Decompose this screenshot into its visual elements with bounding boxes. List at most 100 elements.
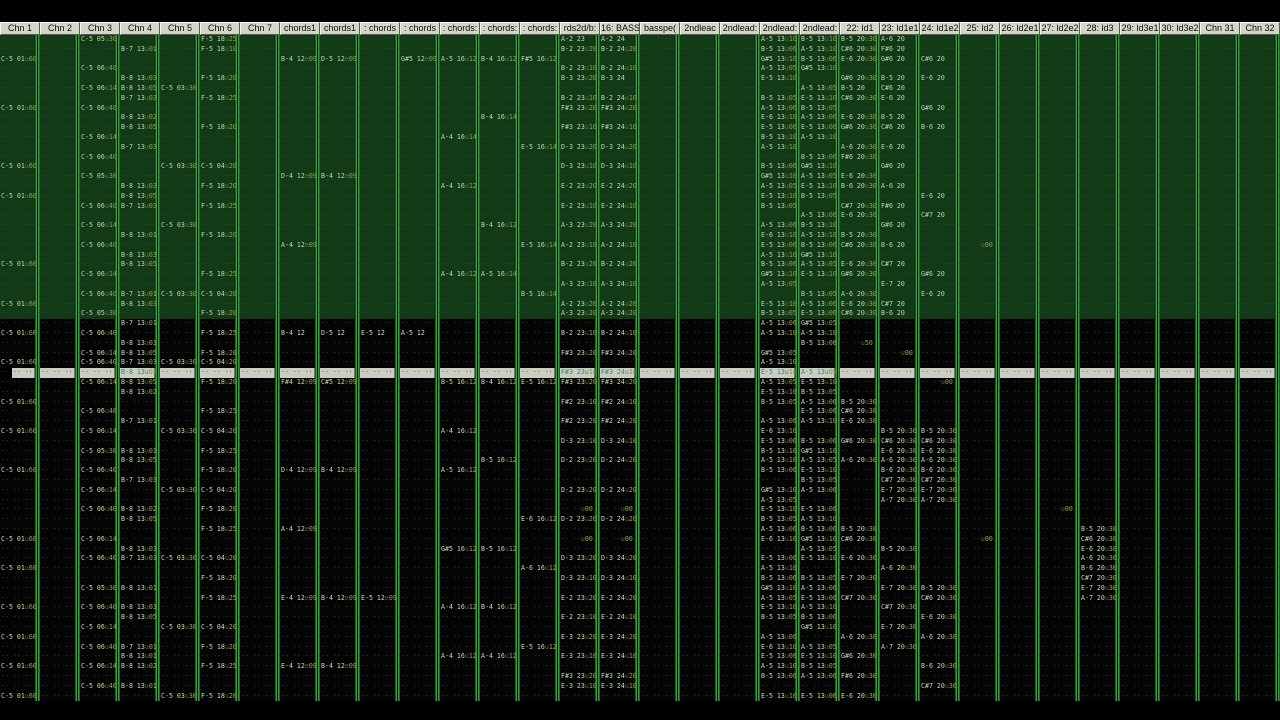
pattern-cell[interactable]: ·· ·· ·· ·· [800,564,840,574]
pattern-cell[interactable]: ·· ·· ·· ·· [1120,485,1160,496]
pattern-cell[interactable]: ·· ·· ·· ·· [320,505,360,516]
pattern-cell[interactable]: A-5 13u05 [760,495,800,506]
pattern-cell[interactable]: ·· ·· ·· ·· [0,348,40,359]
pattern-cell[interactable]: ·· ·· ·· ·· [1080,54,1120,65]
pattern-cell[interactable]: ·· ·· ·· ·· [640,270,680,280]
pattern-cell[interactable]: ·· ·· ·· ·· [1240,240,1280,251]
pattern-cell[interactable]: ·· ·· ·· ·· [360,515,400,525]
pattern-cell[interactable]: ·· ·· ·· ·· [920,544,960,555]
pattern-cell[interactable]: F-5 18u25 [200,270,240,280]
pattern-cell[interactable]: ·· ·· ·· ·· [1080,113,1120,124]
pattern-cell[interactable]: ·· ·· ·· ·· [440,495,480,506]
pattern-cell[interactable]: ·· ·· ·· ·· [1040,613,1080,623]
pattern-cell[interactable]: E-6 20u30 [920,613,960,623]
pattern-cell[interactable]: ·· ·· ·· ·· [1080,299,1120,310]
pattern-cell[interactable]: B-8 13u05 [120,84,160,94]
pattern-cell[interactable]: ·· ·· ·· ·· [1000,211,1040,222]
pattern-cell[interactable]: C-5 01u60 [0,191,40,202]
pattern-cell[interactable]: ·· ·· ·· ·· [960,182,1000,192]
pattern-cell[interactable]: ·· ·· ·· ·· [1000,476,1040,486]
pattern-cell[interactable]: A-7 20u30 [1080,593,1120,604]
pattern-cell[interactable]: A-5 16u12 [440,54,480,65]
pattern-cell[interactable]: ·· ·· ·· ·· [440,338,480,349]
pattern-cell[interactable]: ·· ·· ·· ·· [360,662,400,672]
pattern-cell[interactable]: ·· ·· ·· ·· [680,378,720,388]
pattern-cell[interactable]: ·· ·· ·· ·· [160,397,200,408]
pattern-cell[interactable]: ·· ·· ·· ·· [600,231,640,241]
pattern-cell[interactable]: C-5 03u30 [160,162,200,173]
pattern-cell[interactable]: ·· ·· ·· ·· [520,681,560,692]
pattern-cell[interactable]: ·· ·· ·· ·· [1200,485,1240,496]
pattern-cell[interactable]: ·· ·· ·· ·· [960,583,1000,594]
pattern-cell[interactable]: ·· ·· ·· ·· [320,534,360,545]
pattern-cell[interactable]: ·· ·· ·· ·· [1240,368,1280,378]
pattern-cell[interactable]: ·· ·· ·· ·· [1000,407,1040,418]
pattern-cell[interactable]: ·· ·· ·· ·· [400,93,440,104]
pattern-cell[interactable]: ·· ·· ·· ·· [320,642,360,653]
pattern-cell[interactable]: ·· ·· ·· ·· [40,525,80,535]
pattern-cell[interactable]: ·· ·· ·· ·· [1040,201,1080,212]
pattern-cell[interactable]: ·· ·· ·· ·· [320,515,360,525]
channel-header-button[interactable]: 26: ld2e1 [1000,22,1040,35]
channel-header-button[interactable]: 16: BASS [600,22,640,35]
pattern-cell[interactable]: ·· ·· ·· ·· [280,64,320,75]
pattern-cell[interactable]: ·· ·· ·· ·· [1040,84,1080,94]
pattern-cell[interactable]: ·· ·· ·· ·· [440,221,480,231]
pattern-cell[interactable]: G#6 20 [880,54,920,65]
pattern-cell[interactable]: ·· ·· ·· ·· [40,103,80,114]
pattern-cell[interactable]: ·· ·· ·· ·· [1040,299,1080,310]
pattern-cell[interactable]: ·· ·· ·· ·· [720,270,760,280]
pattern-cell[interactable]: ·· ·· ·· ·· [840,544,880,555]
pattern-cell[interactable]: ·· ·· ·· ·· [960,93,1000,104]
pattern-cell[interactable]: ·· ·· ·· ·· [480,299,520,310]
pattern-cell[interactable]: ·· ·· ·· ·· [960,672,1000,682]
pattern-cell[interactable]: ·· ·· ·· ·· [400,681,440,692]
pattern-cell[interactable]: ·· ·· ·· ·· [360,299,400,310]
pattern-cell[interactable]: ·· ·· ·· ·· [240,476,280,486]
pattern-cell[interactable]: ·· ·· ·· ·· [480,476,520,486]
pattern-cell[interactable]: ·· ·· ·· ·· [720,142,760,153]
pattern-cell[interactable]: ·· ·· ·· ·· [1160,544,1200,555]
pattern-cell[interactable]: ·· ·· ·· ·· [1080,211,1120,222]
pattern-cell[interactable]: ·· ·· ·· ·· [240,329,280,339]
pattern-cell[interactable]: ·· ·· ·· ·· [40,44,80,55]
pattern-cell[interactable]: ·· ·· ·· ·· [640,593,680,604]
pattern-cell[interactable]: ·· ·· ·· ·· [960,162,1000,173]
pattern-cell[interactable]: F-5 18u25 [200,329,240,339]
pattern-cell[interactable]: ·· ·· ·· ·· [40,544,80,555]
pattern-cell[interactable]: ·· ·· ·· ·· [1160,358,1200,369]
pattern-cell[interactable]: A-7 20u30 [920,495,960,506]
pattern-cell[interactable]: ·· ·· ·· ·· [1200,662,1240,672]
pattern-cell[interactable]: ·· ·· ·· ·· [1080,84,1120,94]
pattern-cell[interactable]: ·· ·· ·· ·· [1040,74,1080,84]
pattern-cell[interactable]: C-5 04u20 [200,358,240,369]
pattern-cell[interactable]: ·· ·· ·· ·· [1000,191,1040,202]
pattern-cell[interactable]: D-5 12e09 [320,54,360,65]
pattern-cell[interactable]: ·· ·· ·· ·· [480,485,520,496]
pattern-cell[interactable]: ·· ·· ·· ·· [40,113,80,124]
pattern-cell[interactable]: B-5 13u06 [760,260,800,271]
pattern-cell[interactable]: E-5 16u14 [520,240,560,251]
pattern-cell[interactable]: ·· ·· ·· ·· [640,603,680,614]
pattern-cell[interactable]: ·· ·· ·· ·· [640,662,680,672]
pattern-cell[interactable]: ·· ·· ·· ·· [240,142,280,153]
pattern-cell[interactable]: ·· ·· ·· ·· [1200,299,1240,310]
pattern-cell[interactable]: ·· ·· ·· ·· [240,427,280,437]
pattern-cell[interactable]: ·· ·· ·· ·· [240,123,280,133]
pattern-cell[interactable]: ·· ·· ·· ·· [280,182,320,192]
pattern-cell[interactable]: ·· ·· ·· ·· [1120,74,1160,84]
pattern-cell[interactable]: ·· ·· ·· ·· [1120,446,1160,457]
pattern-cell[interactable]: ·· ·· ·· ·· [640,250,680,261]
pattern-cell[interactable]: E-6 20u30 [840,211,880,222]
pattern-cell[interactable]: ·· ·· ·· ·· [1240,191,1280,202]
pattern-cell[interactable]: ·· ·· ·· ·· [880,231,920,241]
pattern-cell[interactable]: ·· ·· ·· ·· [1240,84,1280,94]
pattern-cell[interactable]: ·· ·· ·· ·· [1160,299,1200,310]
pattern-cell[interactable]: ·· ·· ·· ·· [1240,515,1280,525]
pattern-cell[interactable]: ·· ·· ·· ·· [960,642,1000,653]
channel-header-button[interactable]: 30: ld3e2 [1160,22,1200,35]
pattern-cell[interactable]: D-3 23u20 [560,142,600,153]
pattern-cell[interactable]: ·· ·· ·· ·· [1000,387,1040,398]
pattern-cell[interactable]: ·· ·· ·· ·· [400,378,440,388]
pattern-cell[interactable]: G#5 16u12 [440,544,480,555]
